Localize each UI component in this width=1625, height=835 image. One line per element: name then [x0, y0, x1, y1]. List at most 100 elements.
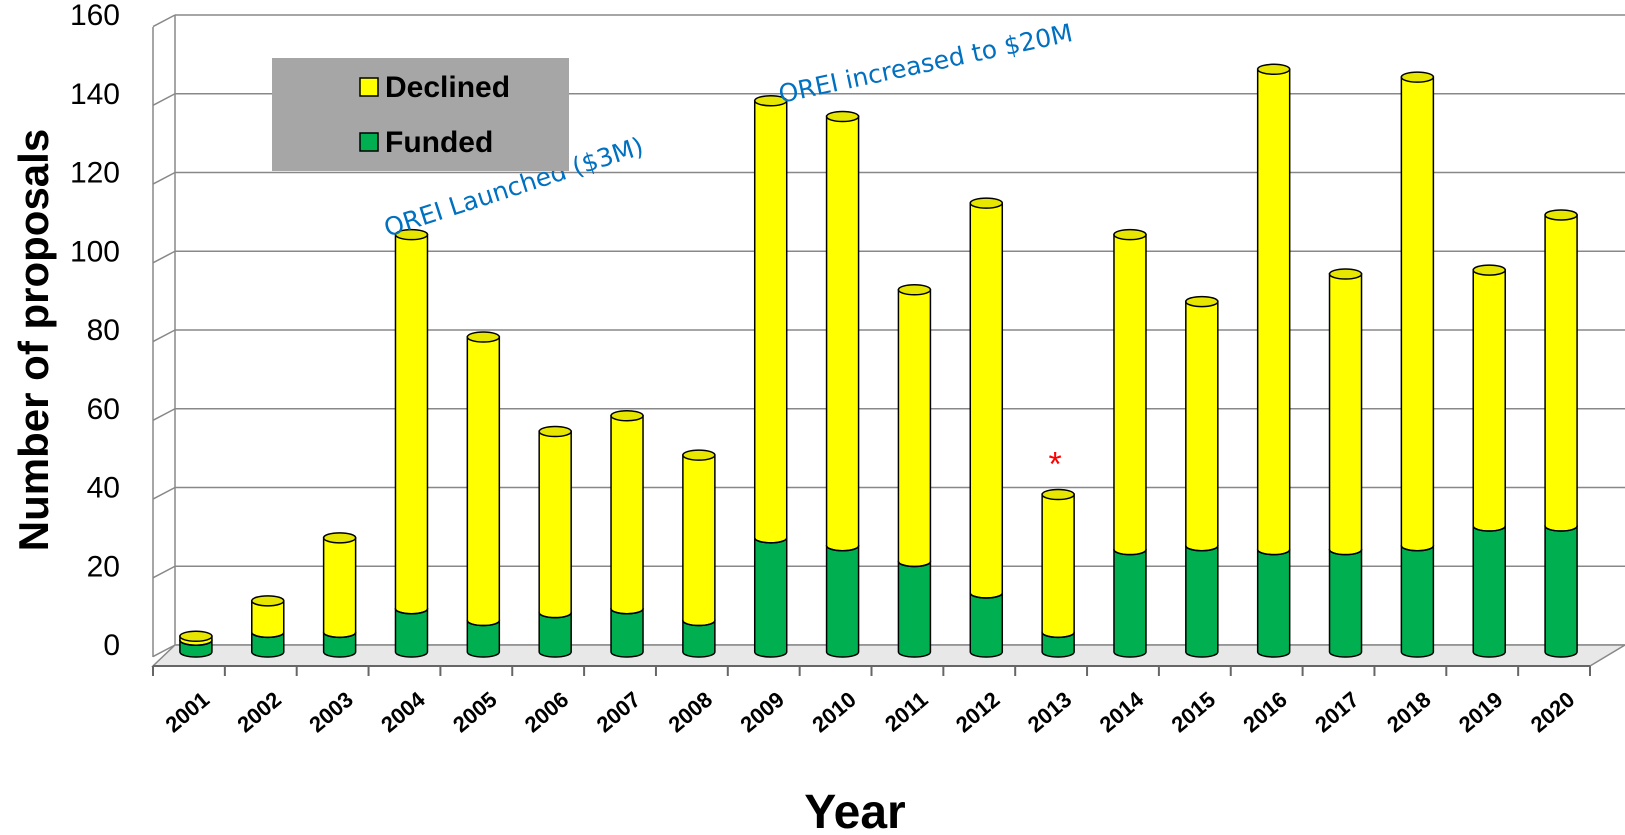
x-tick-label: 2005 [448, 687, 502, 738]
bar-segment-edge [466, 620, 501, 627]
annotation-orei-increased: OREI increased to $20M [776, 18, 1075, 109]
x-tick-label: 2009 [735, 687, 789, 738]
bar-declined [1472, 269, 1506, 532]
y-tick-label: 80 [87, 314, 120, 347]
bar-top-cap [897, 284, 932, 296]
bar-top-cap [825, 110, 860, 123]
gridline-depth [152, 93, 176, 106]
x-tick-label: 2017 [1310, 687, 1364, 738]
bar-declined [1400, 76, 1435, 552]
x-tick-label: 2016 [1238, 687, 1292, 738]
x-tick-label: 2014 [1095, 686, 1149, 737]
bar-declined [538, 430, 572, 619]
bar-funded [251, 631, 285, 658]
y-tick-label: 0 [103, 629, 120, 662]
bar-declined [969, 202, 1004, 599]
bar-segment-edge [1472, 525, 1506, 532]
bar-segment-edge [1328, 549, 1363, 556]
bar-funded [610, 607, 644, 658]
legend-swatch-funded [359, 132, 379, 152]
x-tick-label: 2015 [1166, 687, 1220, 738]
x-tick-label: 2019 [1454, 687, 1508, 738]
bar-segment-edge [394, 608, 429, 615]
x-tick-label: 2002 [232, 687, 286, 738]
bars [179, 63, 1578, 658]
bar-declined [1256, 68, 1291, 556]
bar-top-cap [179, 630, 213, 642]
bar-declined [682, 454, 716, 627]
bar-segment-edge [1185, 545, 1219, 552]
gridline-depth [152, 171, 176, 185]
x-tick-label: 2004 [376, 686, 430, 737]
bar-top-cap [1185, 295, 1219, 308]
bar-declined [825, 115, 860, 552]
x-tick-label: 2001 [161, 687, 215, 738]
bar-funded [1185, 544, 1219, 658]
gridline-depth [152, 565, 176, 579]
bar-top-cap [1400, 71, 1435, 83]
asterisk-annotation: * [1049, 446, 1062, 484]
x-tick-label: 2003 [304, 687, 358, 738]
bar-segment-edge [610, 608, 644, 615]
legend-background [272, 58, 569, 171]
x-tick-label: 2011 [880, 687, 933, 737]
bar-declined [466, 336, 501, 627]
bar-segment-edge [969, 592, 1004, 599]
bar-funded [969, 592, 1004, 658]
bar-declined [1544, 214, 1578, 532]
bar-segment-edge [897, 561, 932, 568]
bar-top-cap [1256, 63, 1291, 75]
bar-funded [753, 537, 788, 658]
bar-funded [1041, 631, 1075, 658]
bar-top-cap [1113, 228, 1147, 241]
y-tick-label: 40 [87, 472, 120, 505]
x-tick-label: 2008 [664, 687, 718, 738]
y-tick-label: 140 [70, 78, 120, 111]
bar-funded [825, 544, 860, 658]
bar-segment-edge [825, 545, 860, 552]
bar-declined [610, 415, 644, 615]
bar-funded [394, 607, 429, 658]
x-axis-title: Year [804, 786, 905, 835]
bar-funded [682, 619, 716, 658]
bar-funded [1400, 544, 1435, 658]
bar-segment-edge [682, 620, 716, 627]
bar-funded [1472, 525, 1506, 658]
bar-top-cap [322, 532, 357, 544]
bar-declined [753, 100, 788, 544]
gridline-depth [152, 486, 176, 500]
bar-top-cap [1328, 268, 1363, 280]
legend-label-funded: Funded [385, 126, 493, 159]
y-axis-title: Number of proposals [10, 129, 57, 551]
bar-top-cap [394, 228, 429, 241]
bar-funded [1113, 548, 1147, 658]
bar-top-cap [753, 95, 788, 107]
gridline-depth [152, 329, 176, 343]
bar-funded [1328, 548, 1363, 658]
x-tick-label: 2012 [951, 687, 1005, 738]
bar-top-cap [1544, 209, 1578, 221]
bar-segment-edge [1544, 525, 1578, 532]
legend-swatch-declined [359, 77, 379, 97]
bar-declined [897, 289, 932, 568]
bar-segment-edge [1256, 549, 1291, 556]
gridline-depth [152, 250, 176, 264]
legend: Declined Funded [272, 58, 569, 171]
bar-declined [1328, 273, 1363, 556]
bar-segment-edge [1041, 632, 1075, 639]
x-tick-label: 2010 [807, 687, 861, 738]
legend-label-declined: Declined [385, 71, 510, 104]
x-tick-label: 2006 [520, 687, 574, 738]
bar-top-cap [1472, 264, 1506, 276]
gridline-depth [152, 644, 176, 658]
y-tick-label: 100 [70, 235, 120, 268]
bar-funded [538, 611, 572, 658]
y-tick-label: 60 [87, 393, 120, 426]
y-tick-label: 160 [70, 0, 120, 32]
bar-declined [1185, 300, 1219, 552]
y-tick-label: 20 [87, 550, 120, 583]
bar-funded [466, 619, 501, 658]
bar-top-cap [251, 595, 285, 607]
bar-declined [394, 233, 429, 615]
